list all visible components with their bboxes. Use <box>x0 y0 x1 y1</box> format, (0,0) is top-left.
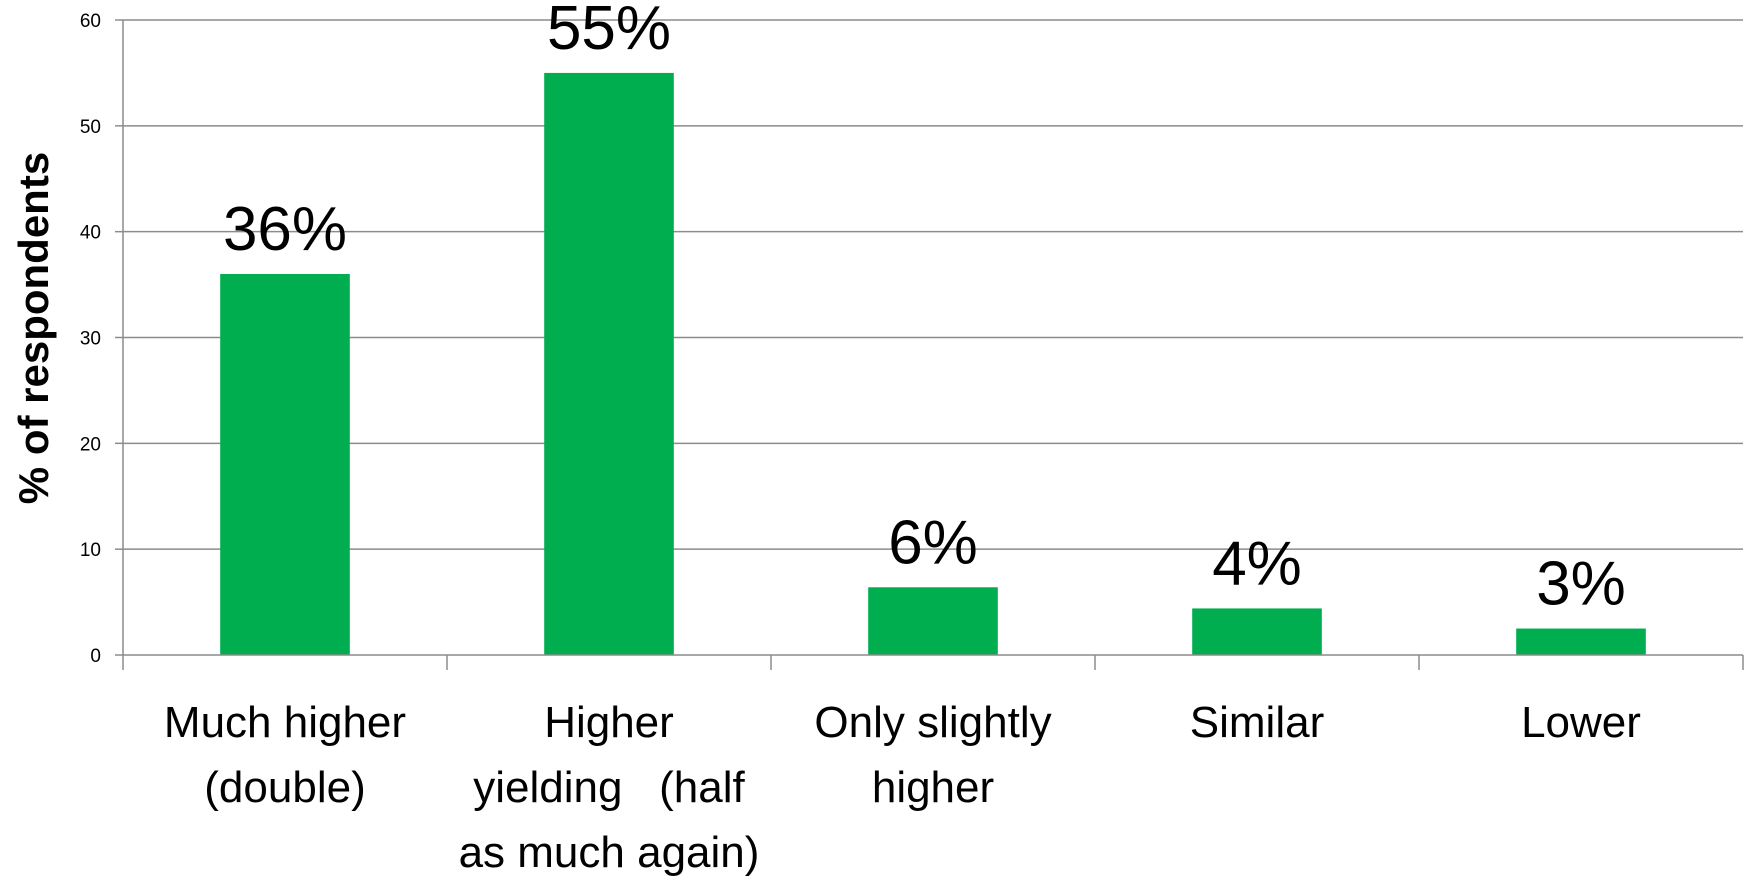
data-label: 3% <box>1536 550 1626 619</box>
y-tick-label: 50 <box>80 117 101 138</box>
bar <box>1192 608 1322 655</box>
bar <box>868 587 998 655</box>
x-category-label: as much again) <box>459 828 760 877</box>
bar <box>544 72 674 655</box>
data-labels: 36% 55% 6% 4% 3% <box>223 0 1626 619</box>
x-category-label: (double) <box>204 763 365 812</box>
y-tick-label: 10 <box>80 540 101 561</box>
x-category-label: Similar <box>1190 698 1324 747</box>
x-category-label: higher <box>872 763 994 812</box>
axes <box>115 19 1744 670</box>
data-label: 6% <box>888 508 978 577</box>
x-category-label: Lower <box>1521 698 1641 747</box>
bar <box>1516 628 1646 655</box>
y-tick-labels: 0 10 20 30 40 50 60 <box>80 11 101 667</box>
y-tick-label: 20 <box>80 434 101 455</box>
y-tick-label: 30 <box>80 329 101 350</box>
gridlines <box>123 19 1743 550</box>
x-category-label: Higher <box>544 698 674 747</box>
y-tick-label: 40 <box>80 223 101 244</box>
y-tick-label: 0 <box>90 646 101 667</box>
x-category-label: Only slightly <box>814 698 1051 747</box>
x-category-labels: Much higher (double) Higher yielding (half a… <box>164 698 1641 877</box>
data-label: 4% <box>1212 529 1302 598</box>
y-tick-label: 60 <box>80 11 101 32</box>
bars <box>220 72 1646 655</box>
data-label: 36% <box>223 195 347 264</box>
bar <box>220 274 350 655</box>
y-axis-title: % of respondents <box>10 152 57 504</box>
x-category-label: yielding (half <box>473 763 745 812</box>
x-category-label: Much higher <box>164 698 406 747</box>
data-label: 55% <box>547 0 671 63</box>
